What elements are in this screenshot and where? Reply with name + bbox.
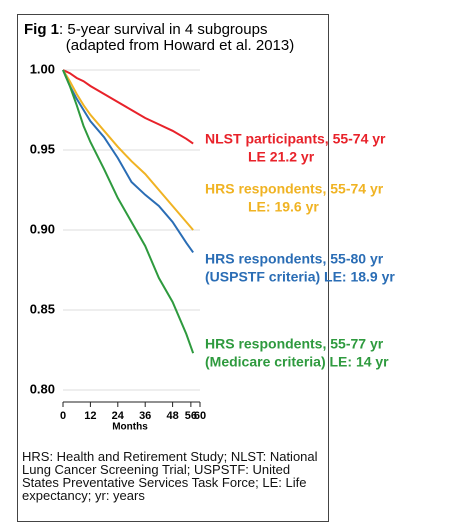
- series-label: HRS respondents, 55-77 yr: [205, 336, 384, 352]
- y-tick-label: 0.90: [30, 221, 55, 236]
- x-tick-label: 24: [112, 410, 125, 422]
- survival-line: [62, 69, 194, 145]
- chart-title: Fig 1: 5-year survival in 4 subgroups: [24, 21, 267, 38]
- series-note: LE: 19.6 yr: [248, 199, 319, 215]
- x-tick-label: 0: [60, 410, 66, 422]
- survival-line: [62, 69, 194, 253]
- title-text: : 5-year survival in 4 subgroups: [59, 21, 267, 38]
- x-tick-label: 12: [84, 410, 96, 422]
- x-tick-label: 48: [166, 410, 178, 422]
- x-axis-label: Months: [112, 422, 148, 433]
- series-label: HRS respondents, 55-80 yr: [205, 251, 384, 267]
- survival-line: [62, 69, 195, 354]
- x-tick-label: 36: [139, 410, 151, 422]
- series-note: (Medicare criteria) LE: 14 yr: [205, 354, 389, 370]
- series-label: HRS respondents, 55-74 yr: [205, 181, 384, 197]
- title-prefix: Fig 1: [24, 21, 59, 38]
- figure-border: [17, 14, 329, 522]
- y-tick-label: 0.80: [30, 381, 55, 396]
- chart-subtitle: (adapted from Howard et al. 2013): [66, 37, 294, 54]
- chart: Fig 1: 5-year survival in 4 subgroups (a…: [24, 21, 395, 433]
- series-label: NLST participants, 55-74 yr: [205, 131, 386, 147]
- y-tick-label: 0.95: [30, 141, 55, 156]
- survival-line: [62, 69, 194, 231]
- x-tick-label: 56: [185, 410, 197, 422]
- series-note: LE 21.2 yr: [248, 149, 315, 165]
- y-tick-label: 0.85: [30, 301, 55, 316]
- footnote: HRS: Health and Retirement Study; NLST: …: [22, 449, 318, 503]
- y-tick-label: 1.00: [30, 61, 55, 76]
- series-note: (USPSTF criteria) LE: 18.9 yr: [205, 269, 395, 285]
- x-tick-label: 60: [194, 410, 206, 422]
